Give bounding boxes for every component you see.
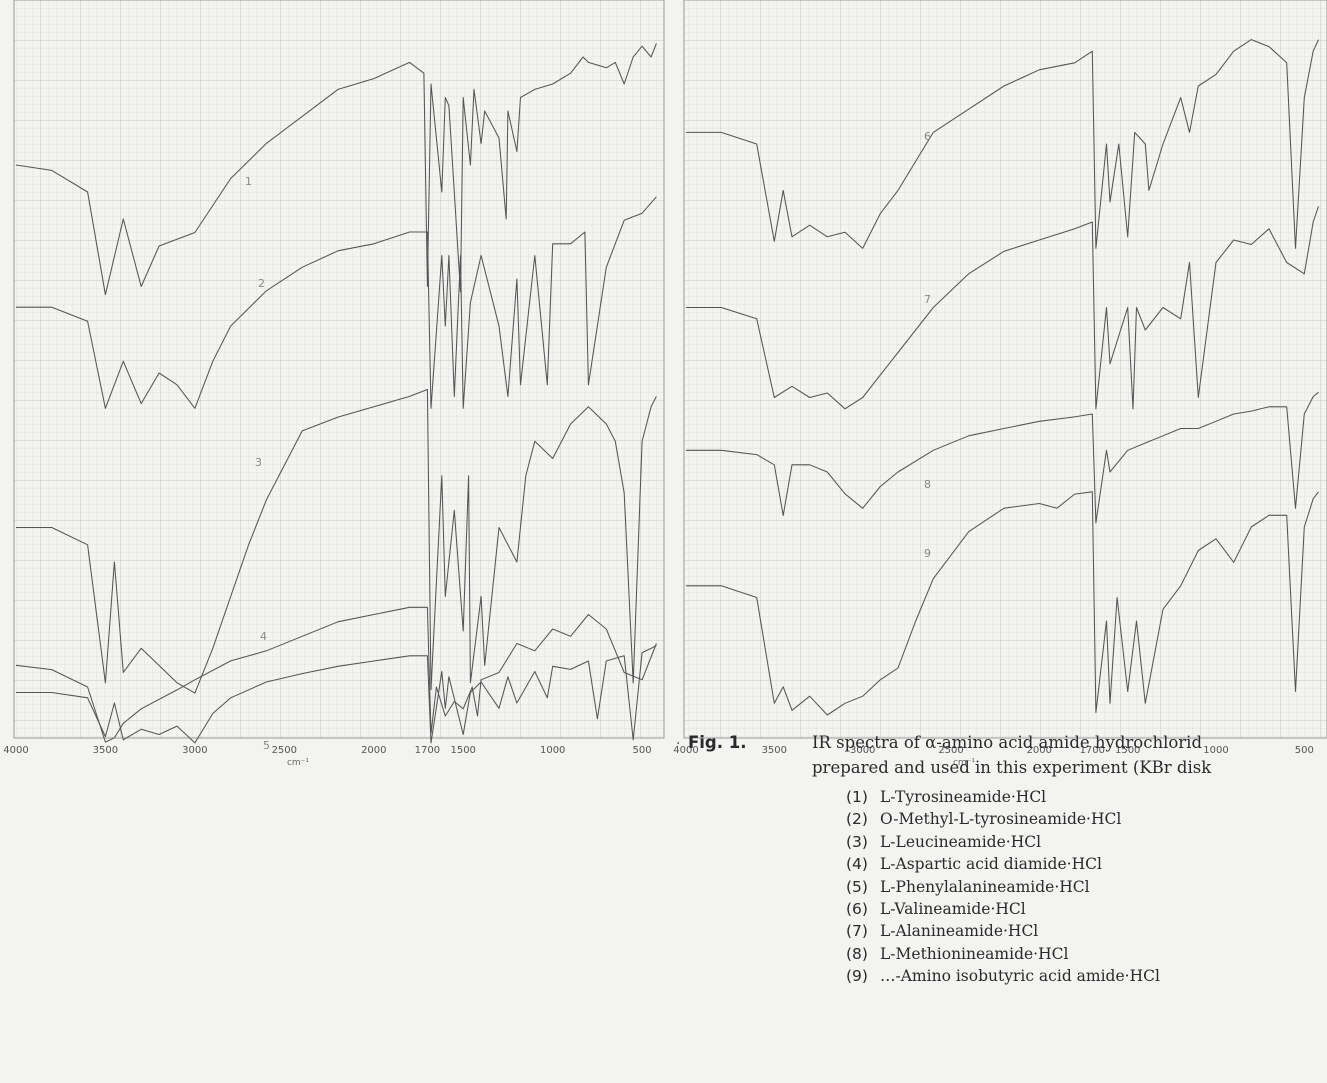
caption-line-2: prepared and used in this experiment (KB… (812, 758, 1212, 777)
spectrum-2-number: 2 (258, 277, 265, 290)
x-axis-unit: cm⁻¹ (287, 758, 309, 768)
x-tick-label: 1700 (415, 745, 440, 756)
spectrum-5-number: 5 (263, 739, 270, 752)
x-tick-label: 2500 (272, 745, 297, 756)
x-tick-label: 3000 (850, 745, 875, 756)
compound-item: (1) L-Tyrosineamide·HCl (846, 786, 1327, 808)
compound-number: (5) (846, 877, 868, 896)
compound-name: L-Methionineamide·HCl (880, 944, 1069, 963)
spectrum-8-number: 8 (924, 478, 931, 491)
compound-number: (2) (846, 810, 868, 829)
spectrum-3-line (16, 388, 657, 694)
x-axis-unit: cm⁻¹ (953, 758, 975, 768)
left-x-axis: 4000 3500 3000 2500 2000 1700 1500 1000 500 cm⁻¹ (3, 745, 651, 768)
compound-name: L-Phenylalanineamide·HCl (880, 877, 1090, 896)
compound-item: (8) L-Methionineamide·HCl (846, 943, 1327, 965)
compound-number: (1) (846, 788, 868, 806)
compound-name: L-Leucineamide·HCl (880, 832, 1042, 851)
compound-number: (4) (846, 855, 868, 874)
compound-item: (4) L-Aspartic acid diamide·HCl (846, 853, 1327, 875)
compound-name: L-Alanineamide·HCl (880, 922, 1039, 941)
caption-bullet: · (676, 736, 681, 752)
x-tick-label: 2500 (938, 745, 963, 756)
spectrum-8-line (686, 391, 1319, 524)
spectrum-traces: 1 2 3 4 5 6 7 8 9 (15, 39, 1319, 752)
compound-item: (9) …-Amino isobutyric acid amide·HCl (846, 965, 1327, 987)
spectrum-3-number: 3 (255, 456, 262, 469)
spectrum-1-number: 1 (245, 175, 252, 188)
compound-item: (2) O-Methyl-L-tyrosineamide·HCl (846, 808, 1327, 830)
compound-item: (3) L-Leucineamide·HCl (846, 831, 1327, 853)
left-panel-grid (13, 0, 665, 739)
caption-line-1: IR spectra of α-amino acid amide hydroch… (812, 733, 1203, 752)
x-tick-label: 1500 (1115, 745, 1140, 756)
compound-number: (9) (846, 967, 868, 986)
x-tick-label: 3000 (182, 745, 207, 756)
compound-list: (1) L-Tyrosineamide·HCl (2) O-Methyl-L-tyr… (676, 786, 1327, 988)
spectrum-7-line (686, 206, 1319, 410)
x-tick-label: 4000 (3, 745, 28, 756)
x-tick-label: 4000 (673, 745, 698, 756)
figure-caption: · Fig. 1. IR spectra of α-amino acid ami… (676, 731, 1327, 988)
compound-name: O-Methyl-L-tyrosineamide·HCl (880, 810, 1122, 829)
x-tick-label: 1500 (450, 745, 475, 756)
compound-item: (7) L-Alanineamide·HCl (846, 920, 1327, 942)
figure-label: Fig. 1. (688, 733, 747, 752)
compound-number: (8) (846, 944, 868, 963)
x-tick-label: 500 (633, 745, 652, 756)
x-tick-label: 3500 (93, 745, 118, 756)
spectrum-9-line (686, 491, 1319, 716)
compound-name: L-Tyrosineamide·HCl (880, 788, 1047, 806)
right-panel-grid (683, 0, 1327, 739)
spectrum-4-number: 4 (260, 630, 267, 643)
compound-name: L-Valineamide·HCl (880, 900, 1026, 919)
x-tick-label: 2000 (361, 745, 386, 756)
spectrum-6-number: 6 (924, 130, 931, 143)
x-tick-label: 1700 (1080, 745, 1105, 756)
compound-number: (7) (846, 922, 868, 941)
x-tick-label: 3500 (762, 745, 787, 756)
spectrum-6-line (686, 39, 1319, 249)
x-tick-label: 1000 (540, 745, 565, 756)
right-x-axis: 4000 3500 3000 2500 2000 1700 1500 1000 500 cm⁻¹ (673, 745, 1314, 768)
compound-number: (6) (846, 900, 868, 919)
spectrum-5-line (16, 644, 657, 744)
spectrum-9-number: 9 (924, 547, 931, 560)
spectrum-4-line (15, 606, 657, 743)
spectrum-2-line (16, 196, 657, 409)
x-tick-label: 2000 (1027, 745, 1052, 756)
compound-item: (5) L-Phenylalanineamide·HCl (846, 876, 1327, 898)
x-tick-label: 500 (1295, 745, 1314, 756)
compound-name: L-Aspartic acid diamide·HCl (880, 855, 1102, 874)
compound-item: (6) L-Valineamide·HCl (846, 898, 1327, 920)
x-tick-label: 1000 (1203, 745, 1228, 756)
spectrum-1-line (15, 43, 657, 296)
compound-number: (3) (846, 832, 868, 851)
compound-name: …-Amino isobutyric acid amide·HCl (880, 967, 1160, 986)
spectrum-7-number: 7 (924, 293, 931, 306)
